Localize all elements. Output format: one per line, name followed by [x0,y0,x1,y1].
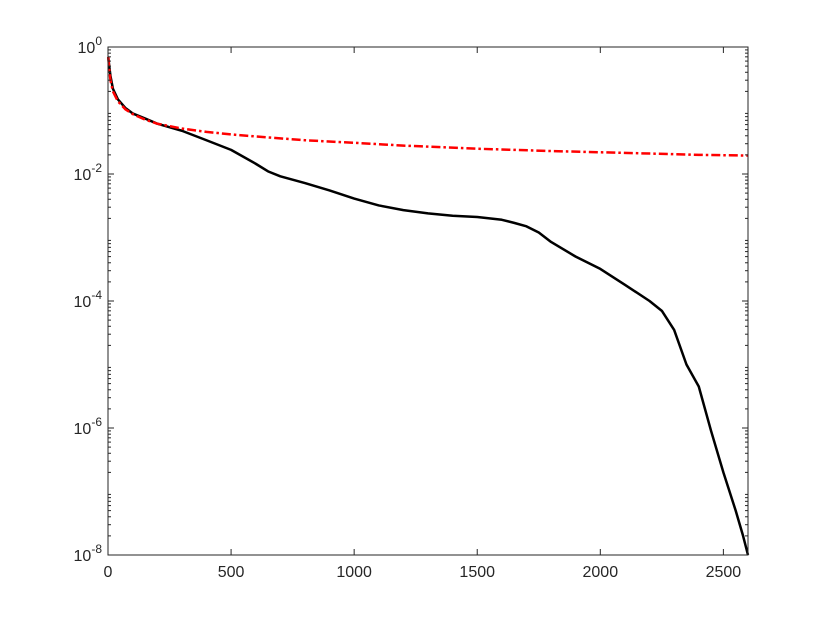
y-tick-base: 10 [78,40,96,57]
series-line-2 [107,56,749,157]
y-tick-label: 10-6 [74,415,103,438]
y-tick-base: 10 [74,421,92,438]
y-tick-exponent: 0 [95,34,102,48]
x-tick-label: 1500 [459,564,495,581]
x-tick-label: 500 [218,564,245,581]
plot-area [108,47,748,555]
y-tick-label: 10-4 [74,288,103,311]
y-tick-base: 10 [74,167,92,184]
x-axis: 0 500 1000 1500 2000 2500 [104,47,742,581]
series-layer [107,56,750,556]
y-tick-exponent: -2 [91,161,102,175]
x-tick-label: 2500 [706,564,742,581]
y-tick-exponent: -8 [91,542,102,556]
y-tick-label: 100 [78,34,103,57]
x-tick-label: 1000 [336,564,372,581]
y-tick-label: 10-8 [74,542,103,565]
y-tick-exponent: -6 [91,415,102,429]
y-tick-label: 10-2 [74,161,103,184]
y-tick-base: 10 [74,548,92,565]
x-tick-label: 0 [104,564,113,581]
x-tick-label: 2000 [583,564,619,581]
y-tick-base: 10 [74,294,92,311]
y-tick-exponent: -4 [91,288,102,302]
